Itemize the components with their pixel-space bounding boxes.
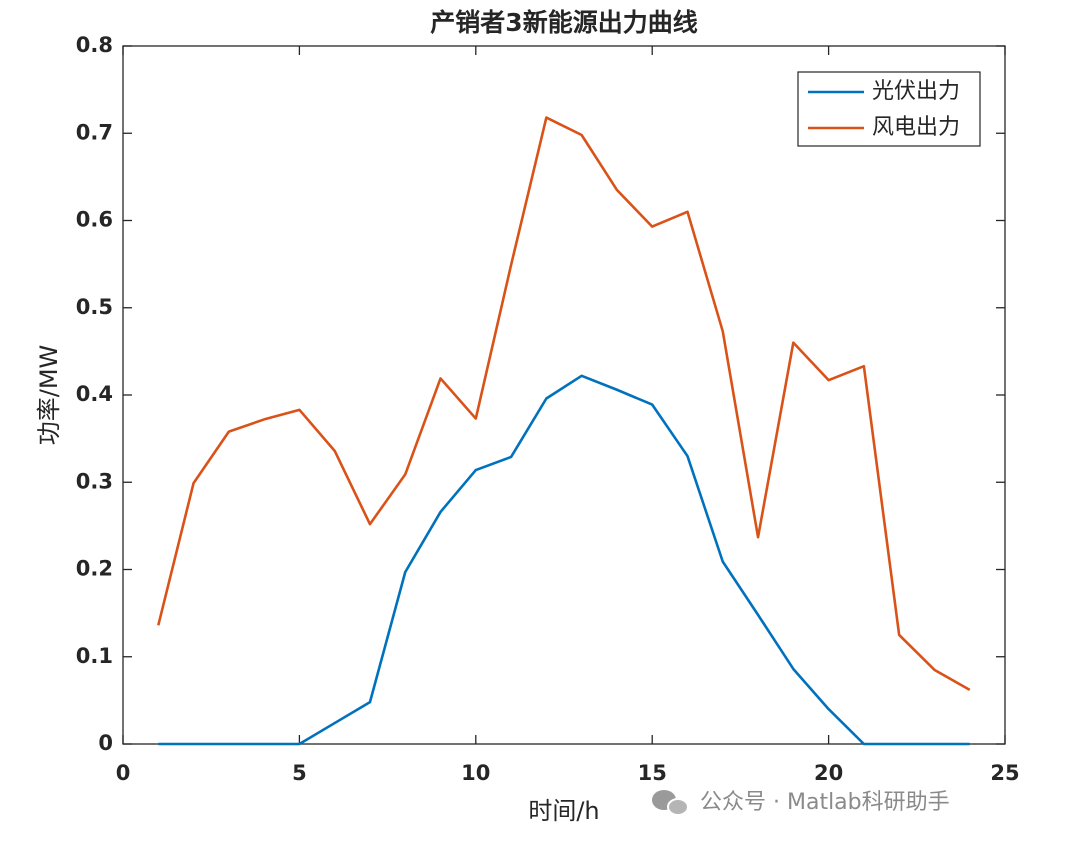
- y-tick-label: 0.7: [76, 120, 113, 144]
- y-tick-label: 0.5: [76, 295, 113, 319]
- x-tick-label: 5: [292, 761, 307, 785]
- x-tick-label: 15: [638, 761, 667, 785]
- y-axis-label: 功率/MW: [35, 345, 63, 446]
- x-tick-label: 25: [990, 761, 1019, 785]
- y-tick-label: 0.1: [76, 644, 113, 668]
- watermark: 公众号 · Matlab科研助手: [700, 790, 950, 815]
- x-axis-label: 时间/h: [528, 797, 599, 825]
- legend-box: [797, 71, 981, 147]
- line-series: [157, 116, 971, 692]
- x-tick-label: 20: [814, 761, 843, 785]
- line-series: [158, 374, 970, 746]
- y-tick-label: 0.6: [76, 208, 113, 232]
- legend-label: 光伏出力: [872, 79, 960, 104]
- legend-label: 风电出力: [872, 115, 960, 140]
- y-tick-label: 0.3: [76, 469, 113, 493]
- y-tick-label: 0: [98, 731, 113, 755]
- x-tick-label: 0: [116, 761, 131, 785]
- y-tick-label: 0.8: [76, 33, 113, 57]
- y-tick-label: 0.2: [76, 557, 113, 581]
- watermark-icon: [652, 790, 689, 816]
- chart-title: 产销者3新能源出力曲线: [430, 8, 697, 37]
- x-tick-label: 10: [461, 761, 490, 785]
- y-tick-label: 0.4: [76, 382, 113, 406]
